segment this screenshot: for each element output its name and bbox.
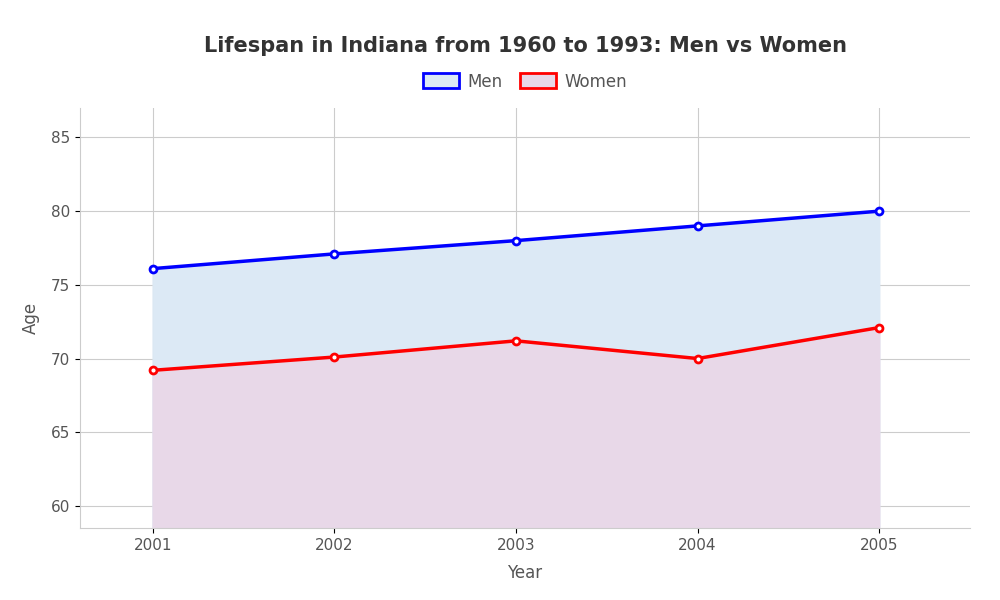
Legend: Men, Women: Men, Women	[416, 66, 634, 97]
Title: Lifespan in Indiana from 1960 to 1993: Men vs Women: Lifespan in Indiana from 1960 to 1993: M…	[204, 37, 846, 56]
X-axis label: Year: Year	[507, 564, 543, 582]
Y-axis label: Age: Age	[22, 302, 40, 334]
